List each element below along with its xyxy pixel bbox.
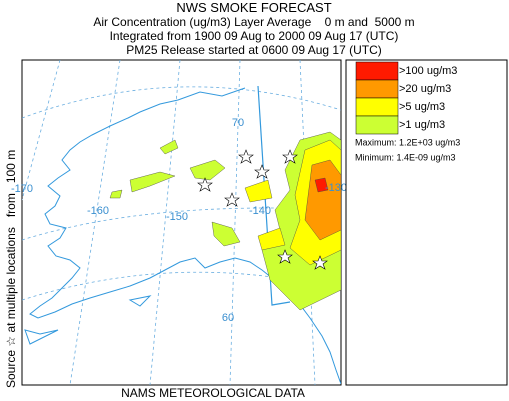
plume [304,159,341,241]
source-star [312,255,328,270]
subtitle: PM25 Release started at 0600 09 Aug 17 (… [126,43,381,57]
grid-label: -140 [249,205,271,217]
title: NWS SMOKE FORECAST [176,0,331,15]
legend-swatch [355,61,399,81]
border [257,85,291,306]
meridian [229,60,241,385]
meridian [22,60,61,201]
parallel [22,271,341,301]
legend-swatch [355,115,399,135]
plume [211,221,241,247]
legend-label: >1 ug/m3 [399,119,445,131]
meridian [69,60,121,385]
source-star [282,149,298,164]
legend-label: >5 ug/m3 [399,101,445,113]
map: 70 -170 -160 -150 -140 -130 60 [11,59,347,386]
legend: Maximum: 1.2E+03 ug/m3 Minimum: 1.4E-09 … [345,59,508,386]
legend-label: >20 ug/m3 [399,83,451,95]
map-content [22,60,341,385]
source-star [197,177,213,192]
graticule [22,60,341,385]
smoke-plumes [109,131,341,311]
legend-label: >100 ug/m3 [399,65,457,77]
source-star [238,149,254,164]
parallel [22,86,341,119]
meridian [149,60,181,385]
sources [197,149,328,270]
subtitle: Air Concentration (ug/m3) Layer Average … [93,15,414,29]
source-star [254,164,270,179]
legend-swatch [355,97,399,117]
grid-label: 60 [222,312,234,324]
plume [129,171,176,193]
grid-label: -160 [87,205,109,217]
grid-label: -150 [166,211,188,223]
grid-label: -170 [11,183,33,195]
grid-label: -130 [325,182,347,194]
side-label: Source ☆ at multiple locations from 100 … [4,150,18,388]
legend-maximum: Maximum: 1.2E+03 ug/m3 [355,137,460,147]
source-star [224,192,240,207]
islands [24,295,152,345]
parallel [22,207,341,241]
source-star [277,249,293,264]
plume [244,179,286,251]
legend-swatch [355,79,399,99]
legend-minimum: Minimum: 1.4E-09 ug/m3 [355,152,456,162]
grid-label: 70 [232,117,244,129]
plume [109,139,179,199]
plume [189,159,226,181]
subtitle: Integrated from 1900 09 Aug to 2000 09 A… [110,29,399,43]
coastline [29,87,341,385]
footer: NAMS METEOROLOGICAL DATA [121,386,305,400]
